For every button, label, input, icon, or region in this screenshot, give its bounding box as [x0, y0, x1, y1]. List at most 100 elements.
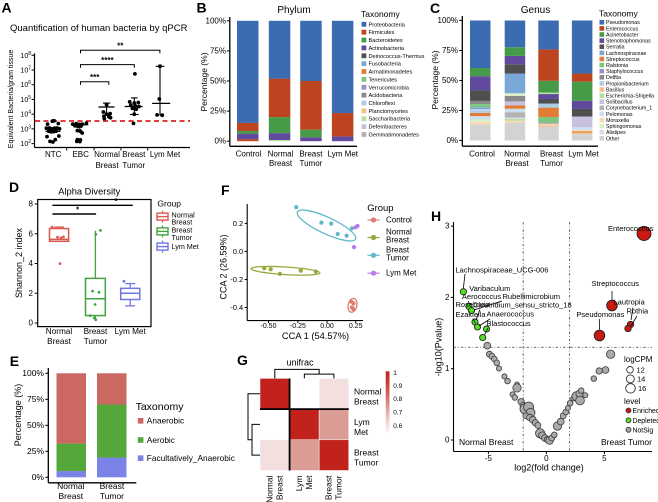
- svg-text:Streptococcus: Streptococcus: [606, 57, 640, 63]
- svg-text:Blastococcus: Blastococcus: [487, 319, 531, 328]
- svg-text:Armatimonadetes: Armatimonadetes: [369, 70, 413, 76]
- svg-text:Tumor: Tumor: [540, 159, 563, 168]
- svg-text:0%: 0%: [214, 137, 226, 146]
- svg-text:Aerobic: Aerobic: [147, 435, 175, 445]
- svg-text:4: 4: [29, 259, 34, 268]
- svg-text:Percentage (%): Percentage (%): [430, 50, 440, 109]
- svg-text:100%: 100%: [438, 16, 458, 25]
- svg-text:Varibaculum: Varibaculum: [469, 284, 510, 293]
- svg-text:Tumor: Tumor: [122, 161, 145, 170]
- svg-text:Facultatively_Anaerobic: Facultatively_Anaerobic: [147, 453, 235, 463]
- svg-text:Tumor: Tumor: [100, 491, 124, 501]
- svg-text:Tumor: Tumor: [386, 253, 409, 262]
- svg-text:12: 12: [637, 365, 645, 374]
- svg-text:C: C: [430, 0, 440, 16]
- svg-text:Breast: Breast: [95, 161, 119, 170]
- svg-text:Gemmatimonadetes: Gemmatimonadetes: [369, 132, 420, 138]
- svg-text:Control: Control: [236, 150, 262, 159]
- svg-text:106: 106: [20, 80, 31, 89]
- svg-text:Tumor: Tumor: [84, 337, 108, 346]
- svg-text:75%: 75%: [27, 394, 44, 404]
- svg-text:CCA 2 (26.59%): CCA 2 (26.59%): [219, 234, 229, 299]
- svg-text:Taxonomy: Taxonomy: [361, 9, 400, 19]
- svg-text:14: 14: [637, 374, 645, 383]
- svg-text:Clostridium_sensu_stricto_18: Clostridium_sensu_stricto_18: [473, 300, 571, 309]
- svg-text:0: 0: [544, 454, 549, 463]
- svg-text:100%: 100%: [206, 16, 226, 25]
- svg-text:-0.2: -0.2: [230, 275, 243, 284]
- svg-text:0: 0: [29, 319, 34, 328]
- svg-text:Acidobacteria: Acidobacteria: [369, 93, 404, 99]
- svg-text:NTC: NTC: [45, 150, 62, 159]
- svg-text:Normal: Normal: [386, 227, 412, 236]
- svg-text:F: F: [221, 182, 230, 198]
- svg-text:Firmicutes: Firmicutes: [369, 30, 395, 36]
- svg-text:Aerococcus: Aerococcus: [462, 292, 501, 301]
- svg-text:log2(fold change): log2(fold change): [514, 463, 584, 473]
- svg-text:Breast: Breast: [354, 397, 379, 407]
- svg-text:**: **: [117, 42, 124, 51]
- svg-text:0.9: 0.9: [393, 383, 402, 390]
- svg-text:Normal Breast: Normal Breast: [459, 437, 514, 447]
- svg-text:Normal: Normal: [265, 475, 275, 502]
- svg-text:Rubellimicrobium: Rubellimicrobium: [503, 292, 561, 301]
- svg-text:Group: Group: [367, 203, 393, 214]
- svg-text:Lym Met: Lym Met: [150, 150, 181, 159]
- svg-text:***: ***: [90, 73, 100, 82]
- svg-text:Alpha Diversity: Alpha Diversity: [58, 187, 120, 197]
- svg-text:25%: 25%: [210, 107, 226, 116]
- svg-text:105: 105: [20, 95, 31, 104]
- svg-text:Shannon_2 index: Shannon_2 index: [14, 227, 24, 298]
- svg-text:Breast: Breast: [59, 491, 84, 501]
- svg-text:107: 107: [20, 66, 31, 75]
- svg-text:*: *: [114, 197, 118, 206]
- svg-text:Breast: Breast: [172, 225, 193, 234]
- svg-text:Other: Other: [606, 136, 619, 142]
- svg-text:Enriched: Enriched: [633, 408, 658, 415]
- svg-text:0.0: 0.0: [233, 247, 243, 256]
- svg-text:Fusobacteria: Fusobacteria: [369, 62, 402, 68]
- svg-text:50%: 50%: [27, 420, 44, 430]
- svg-text:H: H: [431, 208, 441, 224]
- svg-text:Staphylococcus: Staphylococcus: [606, 69, 643, 75]
- svg-text:-0.4: -0.4: [230, 303, 243, 312]
- svg-text:Lym Met: Lym Met: [172, 242, 199, 251]
- svg-text:Breast: Breast: [540, 150, 564, 159]
- svg-text:Lym Met: Lym Met: [328, 150, 359, 159]
- svg-text:Delftia: Delftia: [606, 75, 621, 81]
- svg-text:****: ****: [101, 56, 114, 65]
- svg-text:Solibacillus: Solibacillus: [606, 100, 633, 106]
- svg-text:Breast: Breast: [324, 475, 334, 500]
- svg-text:Percentage (%): Percentage (%): [13, 384, 23, 447]
- svg-text:8: 8: [29, 200, 34, 209]
- svg-text:Group: Group: [157, 199, 181, 209]
- svg-text:Roseburia: Roseburia: [456, 300, 491, 309]
- svg-text:Tumor: Tumor: [299, 159, 322, 168]
- svg-text:0.00: 0.00: [320, 323, 334, 330]
- svg-text:Met: Met: [354, 427, 369, 437]
- svg-text:Tumor: Tumor: [334, 475, 344, 499]
- svg-text:A: A: [2, 0, 12, 16]
- svg-text:Quantification of human bacter: Quantification of human bacteria by qPCR: [10, 23, 188, 34]
- svg-text:Normal: Normal: [268, 150, 294, 159]
- svg-text:50%: 50%: [210, 77, 226, 86]
- svg-text:B: B: [197, 0, 207, 16]
- svg-text:103: 103: [20, 124, 31, 133]
- svg-text:Normal: Normal: [57, 481, 85, 491]
- svg-text:Breast: Breast: [269, 159, 293, 168]
- svg-text:Lautropia: Lautropia: [614, 298, 646, 307]
- svg-text:Lym: Lym: [294, 476, 304, 492]
- svg-text:Deferribacteres: Deferribacteres: [369, 125, 407, 131]
- svg-text:100%: 100%: [22, 368, 44, 378]
- svg-text:Lym: Lym: [354, 417, 370, 427]
- svg-text:Normal: Normal: [46, 327, 73, 336]
- svg-text:Breast: Breast: [122, 150, 146, 159]
- svg-text:50%: 50%: [442, 76, 458, 85]
- svg-text:Stenotrophomonas: Stenotrophomonas: [606, 39, 651, 45]
- svg-text:Normal: Normal: [94, 150, 120, 159]
- svg-text:Breast: Breast: [386, 235, 410, 244]
- svg-text:Propionibacterium: Propionibacterium: [606, 81, 649, 87]
- svg-text:Pseudomonas: Pseudomonas: [576, 310, 624, 319]
- svg-text:NotSig: NotSig: [633, 427, 654, 434]
- svg-text:E: E: [10, 353, 19, 369]
